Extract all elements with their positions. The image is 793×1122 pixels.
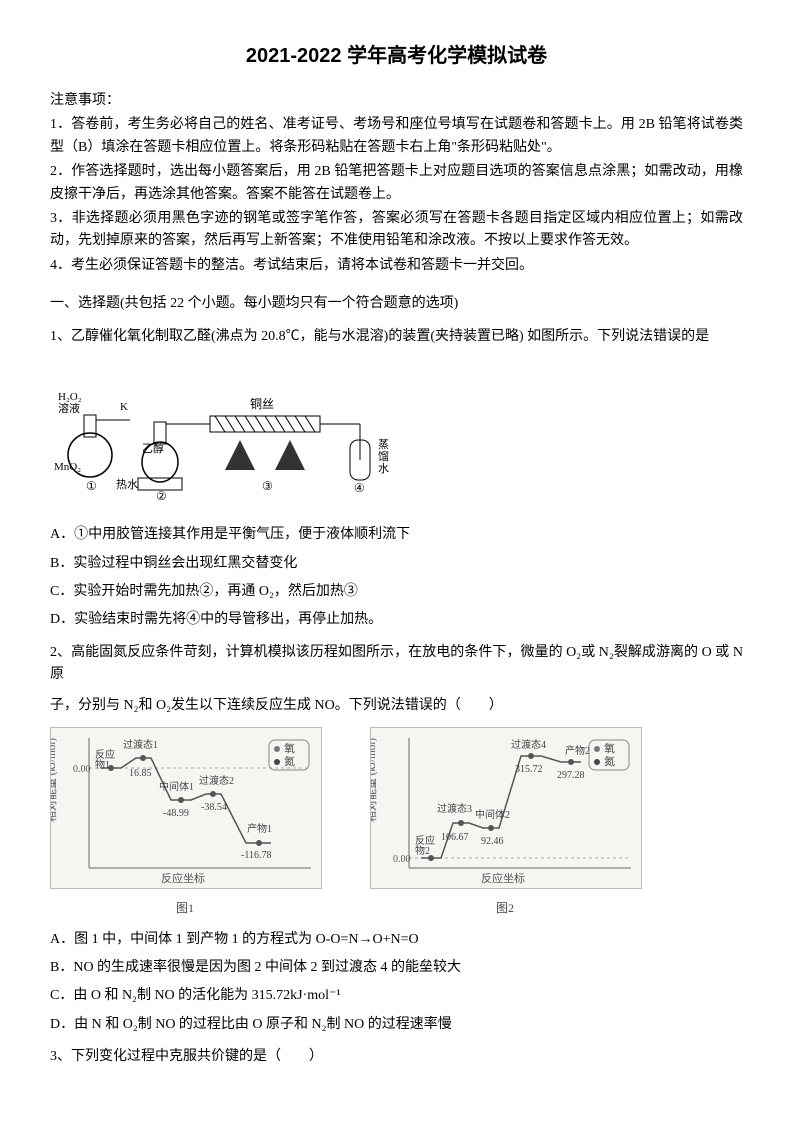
section-heading: 一、选择题(共包括 22 个小题。每小题均只有一个符合题意的选项) [50, 293, 743, 315]
chart2-pt-int2: 中间体2 [475, 808, 510, 821]
chart1-pt-int1: 中间体1 [159, 780, 194, 793]
label-h2o2b: 溶液 [58, 401, 80, 415]
chart2-pt-ts4: 过渡态4 [511, 738, 546, 751]
label-hotwater: 热水 [116, 478, 138, 491]
label-h2o2: H₂O₂ [58, 391, 82, 403]
q2-chart1: 相对能量 (kJ/mol) 0.00 氧 氮 反应 物1 [50, 727, 320, 919]
label-n4: ④ [354, 481, 365, 495]
q1-apparatus-figure: H₂O₂ 溶液 MnO₂ ① K 乙醇 热水 ② [50, 360, 410, 508]
q2-option-a: A．图 1 中，中间体 1 到产物 1 的方程式为 O-O=N→O+N=O [50, 929, 743, 951]
chart1-legend-o: 氧 [284, 741, 295, 755]
page-title: 2021-2022 学年高考化学模拟试卷 [50, 40, 743, 72]
chart1-pt-prod: 产物1 [247, 822, 272, 835]
chart2-legend-o: 氧 [604, 741, 615, 755]
chart2-legend-n: 氮 [604, 754, 615, 768]
chart1-caption: 图1 [50, 899, 320, 918]
label-n1: ① [86, 479, 97, 493]
chart1-v-ts1: 16.85 [129, 768, 152, 779]
label-cu: 铜丝 [250, 396, 274, 411]
label-dist1: 蒸 [378, 438, 389, 451]
label-dist2: 馏 [378, 449, 389, 463]
q3-stem: 3、下列变化过程中克服共价键的是（ ） [50, 1046, 743, 1068]
chart1-pt-ts1: 过渡态1 [123, 738, 158, 751]
chart2-v-prod: 297.28 [557, 770, 585, 781]
q2-stem-b: 子，分别与 N₂和 O₂发生以下连续反应生成 NO。下列说法错误的（ ） [50, 695, 743, 717]
chart1-pt-ts2: 过渡态2 [199, 774, 234, 787]
q2-chart2: 相对能量 (kJ/mol) 0.00 氧 氮 反应 物2 过渡态3 10 [370, 727, 640, 919]
chart1-v-prod: -116.78 [241, 850, 271, 861]
label-n3: ③ [262, 479, 273, 493]
q1-option-d: D．实验结束时需先将④中的导管移出，再停止加热。 [50, 609, 743, 631]
chart1-legend-n: 氮 [284, 754, 295, 768]
label-ethanol: 乙醇 [142, 441, 164, 455]
notice-item: 2．作答选择题时，选出每小题答案后，用 2B 铅笔把答题卡上对应题目选项的答案信… [50, 161, 743, 206]
chart2-v-ts4: 315.72 [515, 764, 543, 775]
q2-option-c: C．由 O 和 N₂制 NO 的活化能为 315.72kJ·mol⁻¹ [50, 985, 743, 1007]
label-dist3: 水 [378, 462, 389, 475]
chart1-ylabel: 相对能量 (kJ/mol) [50, 738, 58, 822]
chart1-xlabel: 反应坐标 [161, 871, 205, 885]
chart2-caption: 图2 [370, 899, 640, 918]
notice-item: 4．考生必须保证答题卡的整洁。考试结束后，请将本试卷和答题卡一并交回。 [50, 255, 743, 277]
chart1-zero: 0.00 [73, 764, 91, 775]
label-k: K [120, 401, 128, 413]
chart2-zero: 0.00 [393, 854, 411, 865]
chart1-v-int1: -48.99 [163, 808, 189, 819]
chart2-pt-ts3: 过渡态3 [437, 802, 472, 815]
notice-heading: 注意事项： [50, 90, 743, 112]
label-mno2: MnO₂ [54, 461, 81, 473]
notice-item: 3．非选择题必须用黑色字迹的钢笔或签字笔作答，答案必须写在答题卡各题目指定区域内… [50, 208, 743, 253]
q1-option-c: C．实验开始时需先加热②，再通 O₂，然后加热③ [50, 581, 743, 603]
chart1-v-ts2: -38.54 [201, 802, 227, 813]
chart2-v-ts3: 106.67 [441, 832, 469, 843]
chart2-xlabel: 反应坐标 [481, 871, 525, 885]
q2-charts: 相对能量 (kJ/mol) 0.00 氧 氮 反应 物1 [50, 727, 743, 919]
chart2-v-int2: 92.46 [481, 836, 504, 847]
label-n2: ② [156, 489, 167, 500]
q2-option-d: D．由 N 和 O₂制 NO 的过程比由 O 原子和 N₂制 NO 的过程速率慢 [50, 1014, 743, 1036]
q1-stem: 1、乙醇催化氧化制取乙醛(沸点为 20.8℃，能与水混溶)的装置(夹持装置已略)… [50, 326, 743, 348]
q2-stem-a: 2、高能固氮反应条件苛刻，计算机模拟该历程如图所示，在放电的条件下，微量的 O₂… [50, 642, 743, 687]
q2-option-b: B．NO 的生成速率很慢是因为图 2 中间体 2 到过渡态 4 的能垒较大 [50, 957, 743, 979]
chart2-pt-prod: 产物2 [565, 744, 590, 757]
q1-option-b: B．实验过程中铜丝会出现红黑交替变化 [50, 553, 743, 575]
svg-text:物1: 物1 [95, 758, 110, 771]
q1-option-a: A．①中用胶管连接其作用是平衡气压，便于液体顺利流下 [50, 524, 743, 546]
notice-item: 1．答卷前，考生务必将自己的姓名、准考证号、考场号和座位号填写在试题卷和答题卡上… [50, 114, 743, 159]
svg-text:物2: 物2 [415, 844, 430, 857]
chart2-ylabel: 相对能量 (kJ/mol) [370, 738, 378, 822]
